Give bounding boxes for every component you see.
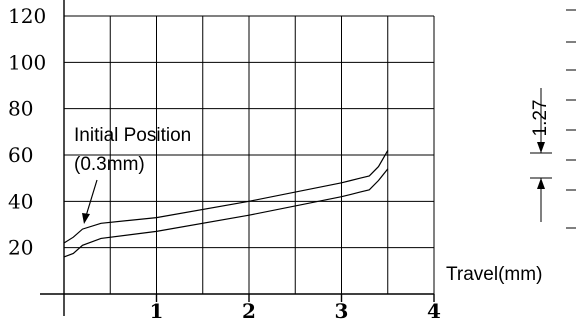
x-tick-labels: 1 2 3 4 xyxy=(150,299,442,320)
x-tick-label: 2 xyxy=(242,299,256,320)
series-lines xyxy=(63,150,389,258)
grid-lines xyxy=(64,15,435,294)
annotation-line-2: (0.3mm) xyxy=(74,154,145,175)
axes xyxy=(40,0,435,316)
annotation-leader-line xyxy=(85,179,98,217)
y-tick-label: 120 xyxy=(8,4,46,28)
y-tick-label: 60 xyxy=(8,143,33,167)
y-tick-label: 20 xyxy=(8,236,33,260)
y-tick-label: 80 xyxy=(8,97,33,121)
series-line-1 xyxy=(63,150,389,244)
annotation-line-1: Initial Position xyxy=(74,125,191,146)
x-tick-label: 4 xyxy=(427,299,441,320)
y-tick-labels: 20 40 60 80 100 120 xyxy=(8,4,46,260)
side-dimension-drawing: 1.27 xyxy=(530,9,576,229)
series-line-2 xyxy=(63,168,389,258)
dimension-arrow-lower xyxy=(537,178,545,189)
y-tick-label: 100 xyxy=(8,50,46,74)
initial-position-annotation: Initial Position (0.3mm) xyxy=(74,125,191,224)
annotation-arrowhead xyxy=(82,213,90,224)
x-axis-label: Travel(mm) xyxy=(446,264,542,285)
y-tick-label: 40 xyxy=(8,189,33,213)
dimension-arrow-upper xyxy=(537,142,545,153)
x-tick-label: 1 xyxy=(150,299,164,320)
x-tick-label: 3 xyxy=(335,299,349,320)
